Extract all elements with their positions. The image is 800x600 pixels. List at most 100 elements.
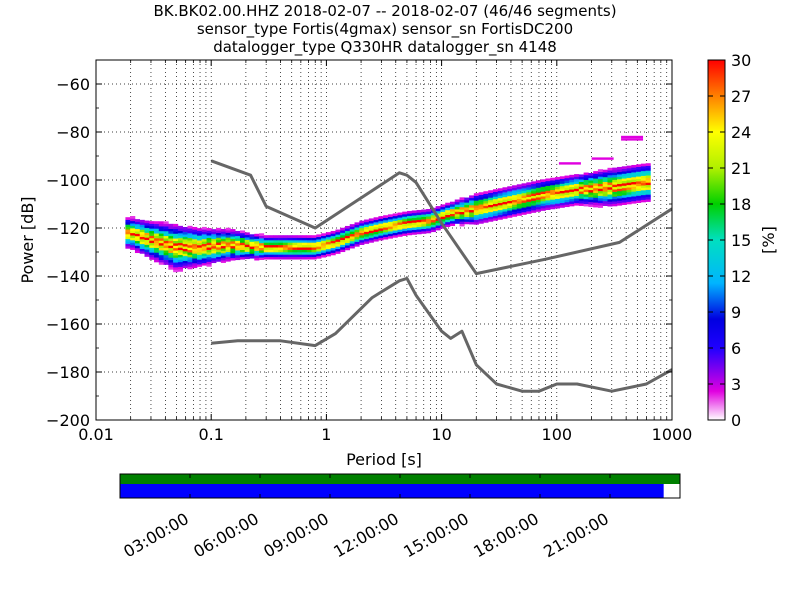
ppsd-cell [306,235,312,238]
ppsd-cell [435,208,441,212]
ppsd-cell [354,227,360,230]
ppsd-cell [545,207,551,210]
ppsd-cell [454,199,460,203]
ppsd-cell [502,211,508,214]
ppsd-cell [550,180,556,183]
ppsd-cell [344,240,351,244]
colorbar-tick-label: 6 [731,339,741,358]
ppsd-cell [478,216,484,219]
ppsd-cell [502,208,508,212]
ppsd-cell [177,228,183,231]
ppsd-cell [154,247,160,251]
ppsd-cell [263,240,269,243]
ppsd-cell [488,207,494,210]
ppsd-cell [559,195,565,199]
ppsd-cell [554,193,561,197]
ppsd-cell [631,184,637,187]
ppsd-cell [645,177,651,181]
ppsd-cell [402,218,408,222]
ppsd-cell [626,187,632,190]
ppsd-cell [397,231,403,235]
ppsd-cell [173,238,179,241]
timeline-tick-label: 09:00:00 [260,509,332,561]
ppsd-cell [302,254,308,258]
ppsd-cell [492,208,499,212]
ppsd-cell [192,238,198,242]
ppsd-cell [626,172,632,176]
ppsd-cell [497,214,503,218]
ppsd-cell [192,246,198,249]
ppsd-cell [574,190,580,194]
ppsd-cell [502,206,508,210]
ppsd-cell [187,233,193,236]
ppsd-cell [478,211,484,215]
ppsd-cell [473,217,479,220]
colorbar-tick-label: 9 [731,303,741,322]
ppsd-cell [621,202,627,205]
ppsd-cell [464,202,470,206]
ppsd-cell [173,240,179,244]
ppsd-cell [158,228,164,232]
ppsd-cell [588,187,594,191]
ppsd-cell [130,218,136,222]
ppsd-cell [545,185,551,189]
ppsd-cell [617,176,623,180]
ppsd-cell [197,228,203,231]
ppsd-cell [206,256,212,260]
ppsd-cell [564,180,570,184]
ppsd-cell [216,235,222,238]
ppsd-cell [239,240,246,243]
ppsd-cell [550,201,556,205]
ppsd-cell [235,245,241,249]
ppsd-cell [139,236,145,240]
ppsd-cell [593,183,599,186]
ppsd-cell [621,180,627,184]
ppsd-cell [612,186,618,190]
ppsd-cell [445,214,451,218]
ppsd-cell [387,221,394,225]
ppsd-cell [521,207,527,211]
ppsd-cell [216,256,222,260]
ppsd-cell [464,199,470,203]
ppsd-cell [259,233,265,236]
ppsd-cell [297,235,303,238]
ppsd-cell [512,190,518,193]
ppsd-cell [368,237,374,241]
ppsd-cell [158,233,164,236]
ppsd-cell [478,199,484,203]
ppsd-cell [168,243,174,246]
ppsd-cell [492,210,499,214]
ppsd-cell [173,233,179,237]
ppsd-cell [278,247,284,250]
ppsd-cell [163,230,169,234]
ppsd-cell [354,239,360,242]
ppsd-cell [306,244,312,248]
ppsd-cell [583,189,589,193]
ppsd-cell [292,242,298,246]
ppsd-cell [287,237,293,241]
ppsd-cell [168,226,174,229]
ppsd-cell [282,244,288,248]
ppsd-cell [378,230,384,234]
ppsd-cell [144,234,150,238]
ppsd-cell [411,232,417,235]
ppsd-cell [282,240,288,243]
ppsd-cell [177,257,183,260]
ppsd-cell [550,206,556,210]
ppsd-cell [397,226,403,230]
ppsd-cell [554,186,561,190]
ppsd-cell [268,237,274,241]
ppsd-cell [502,192,508,195]
ppsd-cell [531,200,537,204]
ppsd-cell [502,213,508,217]
ppsd-cell [636,200,642,203]
ppsd-cell [359,227,365,231]
ppsd-cell [187,252,193,255]
ppsd-cell [125,217,131,220]
ppsd-outlier [621,135,644,139]
ppsd-cell [407,222,413,226]
ppsd-cell [588,182,594,186]
ppsd-cell [125,226,131,230]
ppsd-cell [430,222,436,225]
ppsd-cell [607,194,613,197]
